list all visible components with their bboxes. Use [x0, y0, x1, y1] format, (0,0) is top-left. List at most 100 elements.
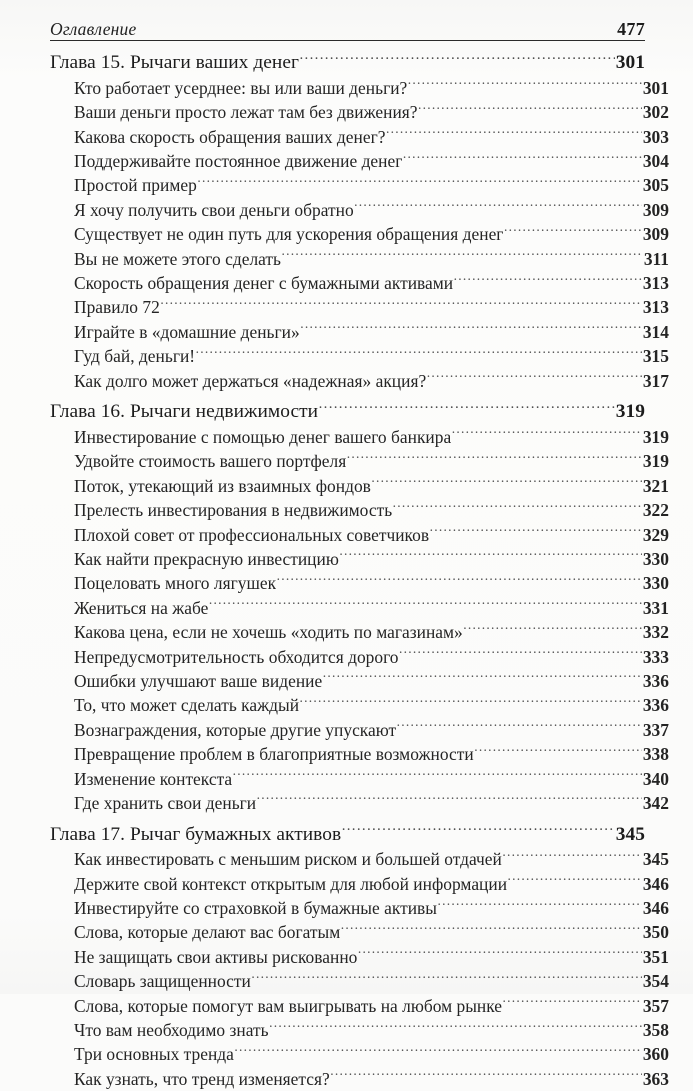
toc-section[interactable]: Изменение контекста 340	[50, 767, 669, 791]
toc-chapter-3[interactable]: Глава 17. Рычаг бумажных активов 345	[50, 820, 645, 847]
dot-leader	[347, 450, 643, 467]
dot-leader	[463, 621, 642, 638]
toc-section-label: Непредусмотрительность обходится дорого	[74, 646, 399, 667]
toc-section[interactable]: Где хранить свои деньги 342	[50, 791, 669, 815]
toc-section-page-number: 333	[642, 646, 669, 667]
toc-section-label: Превращение проблем в благоприятные возм…	[74, 744, 474, 765]
dot-leader	[408, 76, 643, 93]
toc-section[interactable]: Слова, которые делают вас богатым 350	[50, 920, 669, 944]
toc-section[interactable]: Удвойте стоимость вашего портфеля 319	[50, 449, 669, 473]
toc-chapter-1[interactable]: Глава 15. Рычаги ваших денег 301	[50, 49, 645, 76]
toc-section[interactable]: Ошибки улучшают ваше видение 336	[50, 669, 669, 693]
toc-section[interactable]: Поток, утекающий из взаимных фондов 321	[50, 474, 669, 498]
dot-leader	[323, 670, 643, 687]
toc-section-page-number: 319	[642, 451, 669, 472]
toc-section[interactable]: Играйте в «домашние деньги» 314	[50, 320, 669, 344]
toc-section-label: Удвойте стоимость вашего портфеля	[74, 451, 347, 472]
toc-section-label: Плохой совет от профессиональных советчи…	[74, 524, 430, 545]
toc-section[interactable]: Прелесть инвестирования в недвижимость 32…	[50, 498, 669, 522]
toc-section-page-number: 315	[642, 346, 669, 367]
toc-section-label: Что вам необходимо знать	[74, 1020, 269, 1041]
toc-section-label: Держите свой контекст открытым для любой…	[74, 873, 508, 894]
toc-section[interactable]: Простой пример 305	[50, 173, 669, 197]
toc-section[interactable]: Как инвестировать с меньшим риском и бол…	[50, 847, 669, 871]
toc-section-label: Как долго может держаться «надежная» акц…	[74, 370, 427, 391]
dot-leader	[319, 398, 616, 417]
toc-section-label: Не защищать свои активы рискованно	[74, 946, 358, 967]
toc-chapter-2[interactable]: Глава 16. Рычаги недвижимости 319	[50, 398, 645, 425]
table-of-contents: Глава 15. Рычаги ваших денег 301 Кто работ…	[50, 44, 669, 1091]
toc-section-label: Словарь защищенности	[74, 971, 251, 992]
toc-section[interactable]: Инвестирование с помощью денег вашего ба…	[50, 425, 669, 449]
toc-section[interactable]: Какова цена, если не хочешь «ходить по м…	[50, 620, 669, 644]
toc-section[interactable]: Поцеловать много лягушек 330	[50, 571, 669, 595]
toc-section[interactable]: Существует не один путь для ускорения об…	[50, 222, 669, 246]
toc-section-page-number: 309	[642, 224, 669, 245]
dot-leader	[300, 694, 643, 711]
toc-section-label: Инвестирование с помощью денег вашего ба…	[74, 426, 452, 447]
toc-section[interactable]: Ваши деньги просто лежат там без движени…	[50, 100, 669, 124]
toc-section-label: Поддерживайте постоянное движение денег	[74, 151, 403, 172]
toc-section[interactable]: Плохой совет от профессиональных советчи…	[50, 523, 669, 547]
dot-leader	[437, 897, 642, 914]
dot-leader	[354, 198, 642, 215]
running-head: Оглавление 477	[50, 12, 645, 41]
toc-section[interactable]: Я хочу получить свои деньги обратно 309	[50, 198, 669, 222]
toc-section[interactable]: Что вам необходимо знать 358	[50, 1018, 669, 1042]
toc-section-page-number: 303	[642, 126, 669, 147]
toc-section[interactable]: Три основных тренда 360	[50, 1042, 669, 1066]
toc-section[interactable]: Вы не можете этого сделать 311	[50, 247, 669, 271]
toc-section-label: Где хранить свои деньги	[74, 792, 257, 813]
toc-section-page-number: 346	[642, 897, 669, 918]
dot-leader	[342, 820, 616, 839]
dot-leader	[371, 474, 642, 491]
toc-section[interactable]: То, что может сделать каждый 336	[50, 693, 669, 717]
toc-section-page-number: 342	[642, 792, 669, 813]
toc-section[interactable]: Скорость обращения денег с бумажными акт…	[50, 271, 669, 295]
toc-section[interactable]: Вознаграждения, которые другие упускают 3…	[50, 718, 669, 742]
toc-section[interactable]: Инвестируйте со страховкой в бумажные ак…	[50, 896, 669, 920]
toc-section[interactable]: Как найти прекрасную инвестицию 330	[50, 547, 669, 571]
toc-section-page-number: 351	[642, 946, 669, 967]
dot-leader	[454, 272, 643, 289]
toc-section[interactable]: Жениться на жабе 331	[50, 596, 669, 620]
toc-chapter-3-label: Глава 17. Рычаг бумажных активов	[50, 823, 342, 845]
toc-section[interactable]: Кто работает усерднее: вы или ваши деньг…	[50, 76, 669, 100]
toc-section-label: Изменение контекста	[74, 768, 233, 789]
toc-section[interactable]: Словарь защищенности 354	[50, 969, 669, 993]
dot-leader	[397, 718, 643, 735]
toc-section[interactable]: Слова, которые помогут вам выигрывать на…	[50, 994, 669, 1018]
toc-section-label: Как узнать, что тренд изменяется?	[74, 1068, 330, 1089]
toc-section[interactable]: Какова скорость обращения ваших денег? 30…	[50, 125, 669, 149]
toc-section-label: Правило 72	[74, 297, 160, 318]
dot-leader	[209, 596, 642, 613]
chapter-group: Глава 15. Рычаги ваших денег 301 Кто работ…	[50, 49, 669, 393]
dot-leader	[504, 223, 642, 240]
chapter-group: Глава 17. Рычаг бумажных активов 345 Как и…	[50, 820, 669, 1091]
toc-section[interactable]: Как узнать, что тренд изменяется? 363	[50, 1067, 669, 1091]
dot-leader	[160, 296, 642, 313]
dot-leader	[399, 645, 642, 662]
toc-section[interactable]: Не защищать свои активы рискованно 351	[50, 945, 669, 969]
toc-section-label: Скорость обращения денег с бумажными акт…	[74, 273, 454, 294]
toc-section[interactable]: Как долго может держаться «надежная» акц…	[50, 369, 669, 393]
toc-section-page-number: 336	[642, 695, 669, 716]
toc-section-page-number: 313	[642, 273, 669, 294]
toc-section-page-number: 332	[642, 622, 669, 643]
toc-section-page-number: 322	[642, 500, 669, 521]
toc-section-label: Кто работает усерднее: вы или ваши деньг…	[74, 77, 408, 98]
toc-section[interactable]: Гуд бай, деньги! 315	[50, 344, 669, 368]
toc-section[interactable]: Правило 72 313	[50, 295, 669, 319]
toc-chapter-2-page-number: 319	[615, 401, 645, 423]
toc-section[interactable]: Превращение проблем в благоприятные возм…	[50, 742, 669, 766]
dot-leader	[358, 945, 642, 962]
toc-section[interactable]: Поддерживайте постоянное движение денег 3…	[50, 149, 669, 173]
toc-section-page-number: 313	[642, 297, 669, 318]
toc-section[interactable]: Держите свой контекст открытым для любой…	[50, 872, 669, 896]
dot-leader	[452, 425, 643, 442]
dot-leader	[197, 174, 642, 191]
toc-section-page-number: 304	[642, 151, 669, 172]
toc-section-page-number: 360	[642, 1044, 669, 1065]
toc-section[interactable]: Непредусмотрительность обходится дорого 3…	[50, 645, 669, 669]
toc-section-page-number: 331	[642, 597, 669, 618]
